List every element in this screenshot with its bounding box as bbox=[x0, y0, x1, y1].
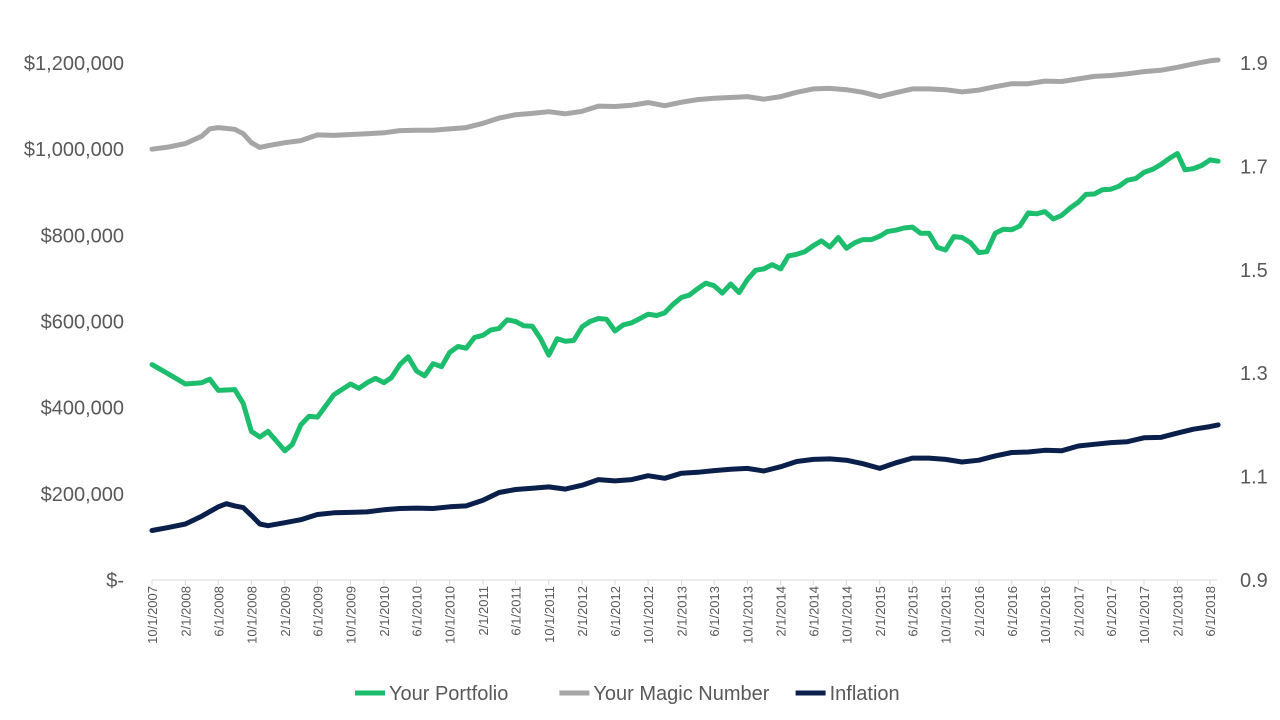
x-axis-tick-label: 10/1/2011 bbox=[542, 586, 557, 643]
series-line-your-magic-number bbox=[149, 57, 1221, 152]
x-axis-tick-label: 6/1/2014 bbox=[806, 586, 821, 637]
x-axis-tick-label: 2/1/2012 bbox=[575, 586, 590, 637]
x-axis-tick-label: 10/1/2013 bbox=[740, 586, 755, 644]
x-axis-tick-labels: 10/1/2007 2/1/2008 6/1/2008 10/1/2008 2/1/20… bbox=[145, 586, 1218, 644]
x-axis-tick-label: 6/1/2010 bbox=[410, 586, 425, 637]
x-axis-tick-label: 2/1/2014 bbox=[774, 586, 789, 637]
left-axis-tick-label: $800,000 bbox=[41, 225, 124, 247]
legend-item-your-portfolio: Your Portfolio bbox=[355, 683, 508, 705]
x-axis-tick-label: 2/1/2009 bbox=[278, 586, 293, 637]
x-axis-tick-label: 2/1/2018 bbox=[1170, 586, 1185, 637]
left-axis-tick-label: $400,000 bbox=[41, 398, 124, 420]
left-axis-tick-label: $1,200,000 bbox=[24, 53, 124, 75]
x-axis-tick-label: 2/1/2015 bbox=[873, 586, 888, 637]
x-axis-tick-label: 10/1/2017 bbox=[1137, 586, 1152, 644]
series-line-inflation bbox=[149, 422, 1221, 533]
x-axis-tick-label: 2/1/2008 bbox=[178, 586, 193, 637]
x-axis-tick-label: 10/1/2016 bbox=[1038, 586, 1053, 644]
x-axis-tick-label: 2/1/2017 bbox=[1071, 586, 1086, 637]
x-axis-tick-label: 10/1/2009 bbox=[344, 586, 359, 644]
right-axis-tick-label: 0.9 bbox=[1240, 570, 1268, 592]
legend-label: Your Portfolio bbox=[389, 683, 508, 705]
left-axis-tick-label: $200,000 bbox=[41, 484, 124, 506]
x-axis-tick-label: 10/1/2014 bbox=[839, 586, 854, 644]
x-axis-tick-label: 10/1/2010 bbox=[443, 586, 458, 644]
x-axis-tick-label: 2/1/2016 bbox=[972, 586, 987, 637]
x-axis-tick-label: 6/1/2008 bbox=[211, 586, 226, 637]
left-axis-tick-labels: $- $200,000 $400,000 $600,000 $800,000 $1,000… bbox=[24, 53, 124, 592]
right-axis-tick-label: 1.5 bbox=[1240, 260, 1268, 282]
right-axis-tick-label: 1.3 bbox=[1240, 363, 1268, 385]
x-axis-tick-label: 10/1/2007 bbox=[145, 586, 160, 644]
right-axis-tick-label: 1.7 bbox=[1240, 156, 1268, 178]
x-axis-tick-label: 6/1/2017 bbox=[1104, 586, 1119, 637]
series-lines bbox=[149, 57, 1221, 533]
x-axis-tick-label: 6/1/2016 bbox=[1005, 586, 1020, 637]
left-axis-tick-label: $1,000,000 bbox=[24, 139, 124, 161]
x-axis-tick-label: 6/1/2013 bbox=[707, 586, 722, 637]
x-axis-tick-label: 2/1/2011 bbox=[476, 586, 491, 636]
x-axis-tick-marks bbox=[151, 580, 1211, 585]
x-axis-tick-label: 6/1/2011 bbox=[509, 586, 524, 636]
x-axis-tick-label: 2/1/2013 bbox=[675, 586, 690, 637]
x-axis-tick-label: 2/1/2010 bbox=[377, 586, 392, 637]
x-axis-tick-label: 6/1/2012 bbox=[608, 586, 623, 637]
x-axis-tick-label: 10/1/2008 bbox=[244, 586, 259, 644]
right-axis-tick-label: 1.1 bbox=[1240, 467, 1268, 489]
series-line-your-portfolio bbox=[149, 151, 1221, 454]
x-axis-tick-label: 10/1/2012 bbox=[641, 586, 656, 644]
legend: Your Portfolio Your Magic Number Inflation bbox=[355, 683, 900, 705]
left-axis-tick-label: $600,000 bbox=[41, 312, 124, 334]
right-axis-tick-label: 1.9 bbox=[1240, 53, 1268, 75]
left-axis-tick-label: $- bbox=[106, 570, 124, 592]
legend-label: Your Magic Number bbox=[593, 683, 769, 705]
x-axis-tick-label: 6/1/2009 bbox=[310, 586, 325, 637]
x-axis-tick-label: 6/1/2018 bbox=[1203, 586, 1218, 637]
x-axis-tick-label: 6/1/2015 bbox=[905, 586, 920, 637]
x-axis-tick-label: 10/1/2015 bbox=[939, 586, 954, 644]
legend-item-your-magic-number: Your Magic Number bbox=[559, 683, 770, 705]
right-axis-tick-labels: 0.9 1.1 1.3 1.5 1.7 1.9 bbox=[1240, 53, 1268, 592]
legend-label: Inflation bbox=[830, 683, 900, 705]
legend-item-inflation: Inflation bbox=[795, 683, 900, 705]
